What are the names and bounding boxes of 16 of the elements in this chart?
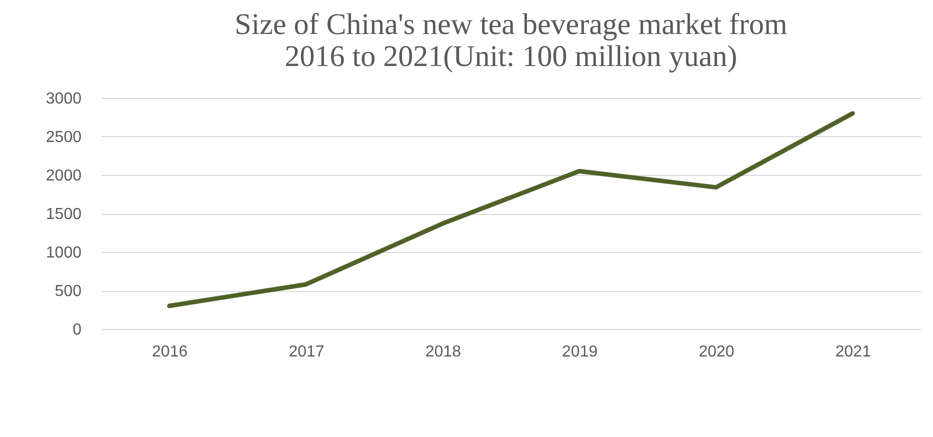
y-tick-label: 2000	[46, 168, 82, 184]
x-tick-label: 2018	[425, 344, 462, 360]
x-tick-label: 2017	[288, 344, 324, 360]
line-series	[167, 111, 855, 308]
x-tick-label: 2016	[152, 344, 188, 360]
y-tick-label: 3000	[46, 90, 82, 108]
y-tick-label: 0	[72, 322, 82, 338]
text: Size of China's new tea beverage market from	[234, 8, 788, 41]
text: 2016 to 2021(Unit: 100 million yuan)	[284, 40, 738, 73]
y-tick-label: 2500	[46, 129, 82, 146]
y-tick-label: 1500	[46, 206, 82, 223]
y-tick-label: 1000	[46, 244, 82, 262]
x-tick-label: 2019	[562, 344, 598, 360]
x-tick-label: 2020	[698, 344, 734, 360]
x-tick-label: 2021	[835, 344, 872, 360]
y-tick-label: 500	[54, 283, 82, 300]
